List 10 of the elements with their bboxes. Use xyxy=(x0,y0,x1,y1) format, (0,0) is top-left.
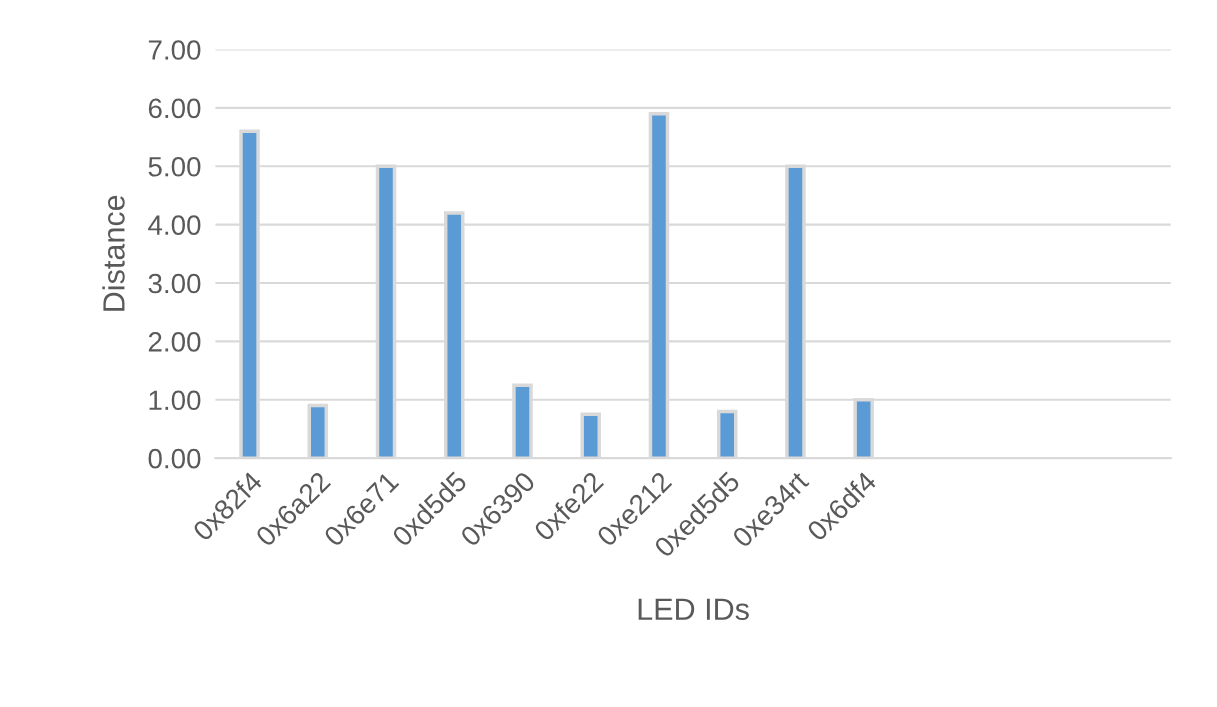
y-axis-title: Distance xyxy=(102,195,125,311)
y-tick-label: 5.00 xyxy=(148,156,201,177)
y-tick-label: 7.00 xyxy=(148,40,201,60)
y-tick-label: 1.00 xyxy=(149,390,201,411)
y-tick-label: 2.00 xyxy=(148,332,201,352)
y-tick-label: 6.00 xyxy=(148,98,201,119)
y-tick-label: 3.00 xyxy=(148,273,201,294)
y-tick-label: 4.00 xyxy=(148,215,201,235)
y-tick-label: 0.00 xyxy=(148,448,201,469)
x-axis-title: LED IDs xyxy=(638,598,749,621)
